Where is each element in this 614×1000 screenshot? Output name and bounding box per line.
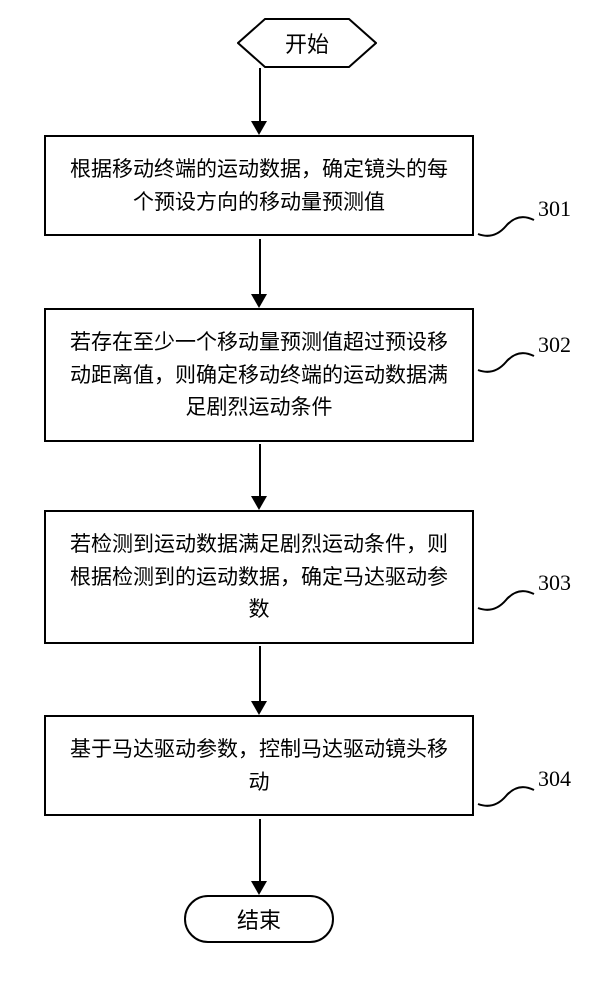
process-text: 基于马达驱动参数，控制马达驱动镜头移动	[70, 737, 448, 794]
ref-connector	[476, 208, 536, 240]
arrow	[259, 239, 261, 294]
process-301: 根据移动终端的运动数据，确定镜头的每个预设方向的移动量预测值	[44, 135, 474, 236]
arrow-head	[251, 121, 267, 135]
ref-301: 301	[538, 196, 571, 222]
end-label: 结束	[184, 903, 334, 935]
start-terminator: 开始	[237, 18, 377, 68]
arrow-head	[251, 294, 267, 308]
arrow-head	[251, 881, 267, 895]
ref-connector	[476, 778, 536, 810]
process-304: 基于马达驱动参数，控制马达驱动镜头移动	[44, 715, 474, 816]
arrow-head	[251, 496, 267, 510]
process-302: 若存在至少一个移动量预测值超过预设移动距离值，则确定移动终端的运动数据满足剧烈运…	[44, 308, 474, 442]
arrow	[259, 646, 261, 701]
ref-303: 303	[538, 570, 571, 596]
ref-connector	[476, 582, 536, 614]
process-text: 根据移动终端的运动数据，确定镜头的每个预设方向的移动量预测值	[70, 157, 448, 214]
arrow-head	[251, 701, 267, 715]
process-text: 若存在至少一个移动量预测值超过预设移动距离值，则确定移动终端的运动数据满足剧烈运…	[70, 330, 448, 419]
ref-connector	[476, 344, 536, 376]
arrow	[259, 819, 261, 881]
process-text: 若检测到运动数据满足剧烈运动条件，则根据检测到的运动数据，确定马达驱动参数	[70, 532, 448, 621]
arrow	[259, 444, 261, 496]
arrow	[259, 68, 261, 121]
start-label: 开始	[237, 27, 377, 59]
ref-302: 302	[538, 332, 571, 358]
ref-304: 304	[538, 766, 571, 792]
process-303: 若检测到运动数据满足剧烈运动条件，则根据检测到的运动数据，确定马达驱动参数	[44, 510, 474, 644]
end-terminator: 结束	[184, 895, 334, 943]
